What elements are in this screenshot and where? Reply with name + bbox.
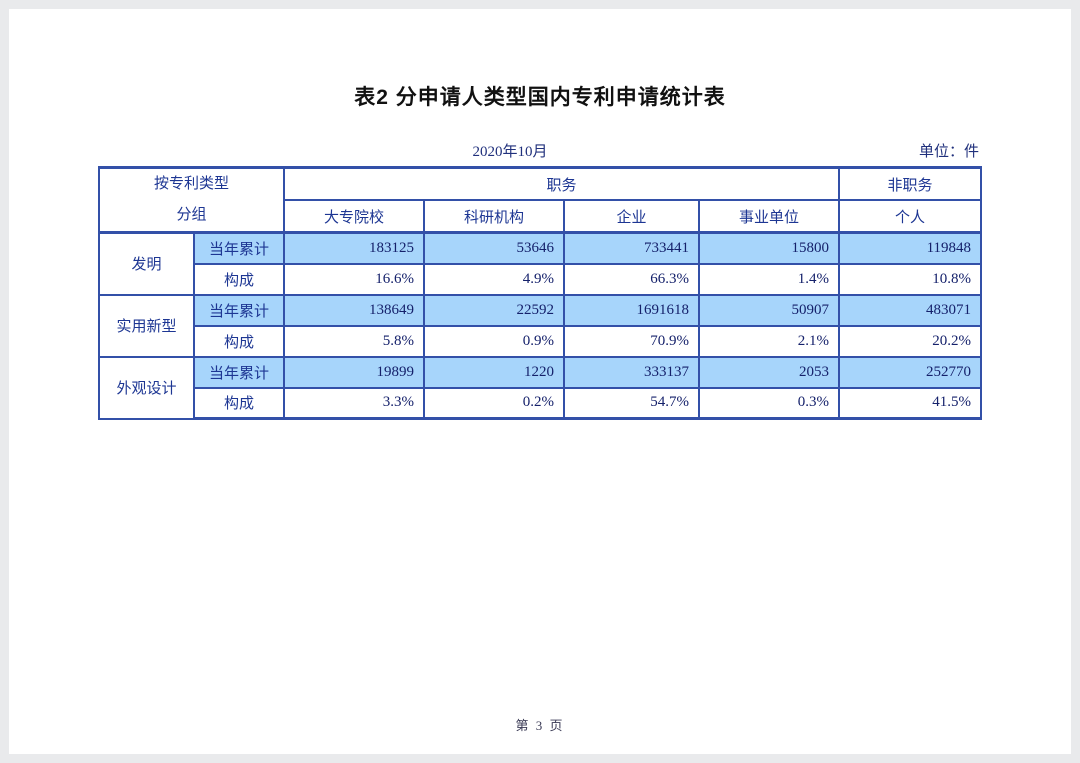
table-title: 表2 分申请人类型国内专利申请统计表 [354, 86, 726, 109]
row-design-composition: 构成 3.3% 0.2% 54.7% 0.3% 41.5% [99, 386, 983, 421]
stat-cell: 19899 [283, 355, 425, 389]
percent-cell: 41.5% [838, 386, 983, 421]
percent-cell: 2.1% [697, 324, 841, 358]
patent-type-label-design: 外观设计 [97, 355, 195, 420]
corner-header: 按专利类型 分组 [97, 166, 286, 235]
stat-cell: 138649 [283, 293, 425, 327]
col-header-individual: 个人 [838, 199, 983, 235]
row-label-composition: 构成 [192, 262, 286, 296]
service-group-header: 职务 [282, 166, 841, 202]
percent-cell: 20.2% [838, 324, 983, 358]
row-utility-composition: 构成 5.8% 0.9% 70.9% 2.1% 20.2% [99, 324, 983, 358]
stat-cell: 483071 [838, 293, 983, 327]
percent-cell: 16.6% [283, 262, 425, 296]
percent-cell: 54.7% [563, 386, 700, 421]
stat-cell: 183125 [283, 231, 425, 265]
header-row-groups: 按专利类型 分组 职务 非职务 [97, 166, 983, 235]
row-label-cumulative: 当年累计 [192, 293, 286, 327]
percent-cell: 0.3% [697, 386, 841, 421]
page-number: 第 3 页 [515, 718, 565, 733]
unit-label: 单位：件 [918, 144, 979, 161]
row-label-composition: 构成 [192, 386, 286, 421]
stat-cell: 733441 [563, 231, 700, 265]
stat-cell: 1691618 [563, 293, 700, 327]
col-header-research: 科研机构 [423, 199, 565, 235]
percent-cell: 3.3% [283, 386, 425, 421]
col-header-university: 大专院校 [283, 199, 425, 235]
stat-cell: 50907 [697, 293, 841, 327]
patent-stats-table: 按专利类型 分组 职务 非职务 大专院校 科研机构 企业 事业单位 个人 发 [97, 166, 983, 421]
stat-cell: 333137 [563, 355, 700, 389]
period-label: 2020年10月 [472, 144, 548, 161]
row-design-cumulative: 外观设计 当年累计 19899 1220 333137 2053 252770 [97, 355, 983, 420]
percent-cell: 0.9% [423, 324, 565, 358]
percent-cell: 66.3% [563, 262, 700, 296]
header-row-columns: 大专院校 科研机构 企业 事业单位 个人 [99, 199, 983, 235]
row-label-cumulative: 当年累计 [192, 231, 286, 265]
percent-cell: 1.4% [697, 262, 841, 296]
percent-cell: 70.9% [563, 324, 700, 358]
percent-cell: 0.2% [423, 386, 565, 421]
percent-cell: 10.8% [838, 262, 983, 296]
percent-cell: 5.8% [283, 324, 425, 358]
corner-header-line2: 分组 [176, 207, 207, 224]
stat-cell: 1220 [423, 355, 565, 389]
row-invention-composition: 构成 16.6% 4.9% 66.3% 1.4% 10.8% [99, 262, 983, 296]
non-service-group-header: 非职务 [838, 166, 983, 202]
patent-type-label-invention: 发明 [97, 231, 195, 296]
document-page: 表2 分申请人类型国内专利申请统计表 2020年10月 单位：件 按专利类型 分… [9, 9, 1071, 754]
row-label-composition: 构成 [192, 324, 286, 358]
row-label-cumulative: 当年累计 [192, 355, 286, 389]
col-header-institution: 事业单位 [697, 199, 841, 235]
stat-cell: 2053 [697, 355, 841, 389]
table-meta: 2020年10月 单位：件 [99, 142, 981, 162]
stat-cell: 22592 [423, 293, 565, 327]
stat-cell: 15800 [697, 231, 841, 265]
row-utility-cumulative: 实用新型 当年累计 138649 22592 1691618 50907 483… [97, 293, 983, 358]
stat-cell: 252770 [838, 355, 983, 389]
stat-cell: 53646 [423, 231, 565, 265]
corner-header-line1: 按专利类型 [153, 176, 229, 193]
patent-type-label-utility: 实用新型 [97, 293, 195, 358]
row-invention-cumulative: 发明 当年累计 183125 53646 733441 15800 119848 [97, 231, 983, 296]
col-header-enterprise: 企业 [563, 199, 700, 235]
stat-cell: 119848 [838, 231, 983, 265]
percent-cell: 4.9% [423, 262, 565, 296]
